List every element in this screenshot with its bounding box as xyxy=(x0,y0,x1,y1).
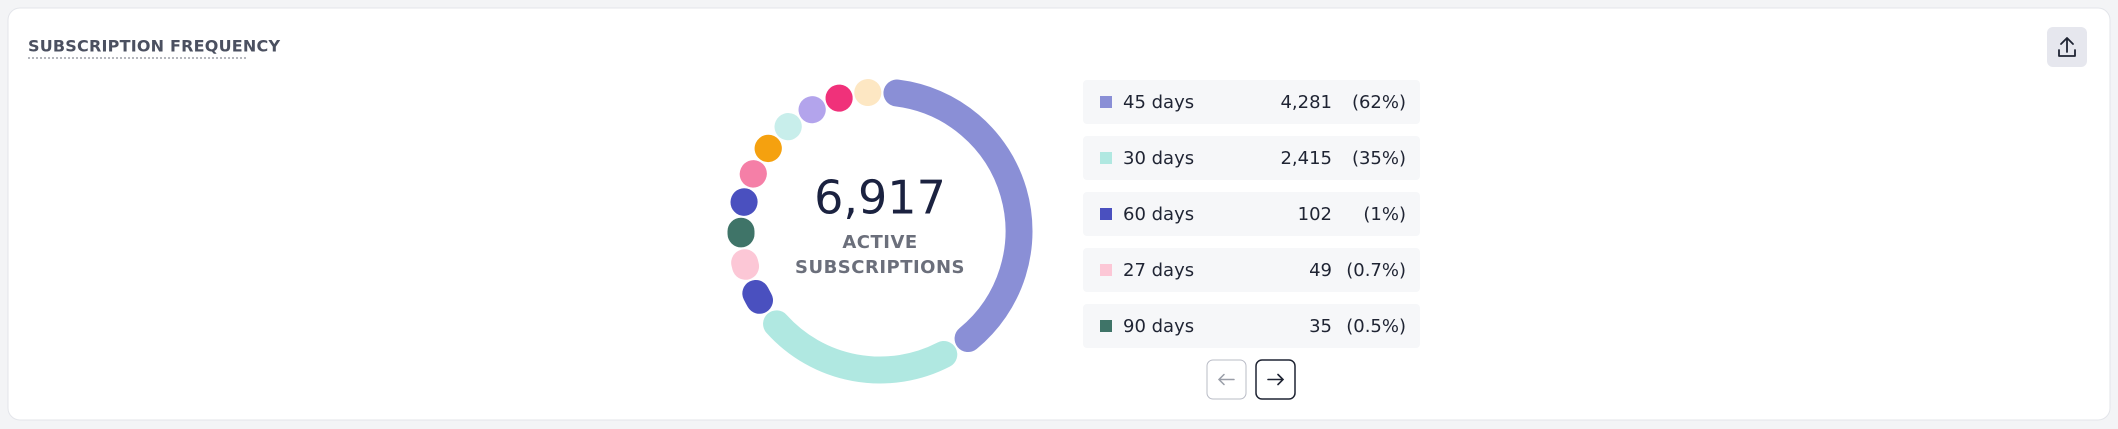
center-total: 6,917 xyxy=(814,171,946,225)
legend-row xyxy=(1083,192,1420,236)
legend-swatch xyxy=(1100,320,1112,332)
prev-icon[interactable] xyxy=(1217,373,1235,386)
legend-label: 60 days xyxy=(1123,204,1194,225)
center-label: ACTIVE xyxy=(842,232,917,253)
legend-row xyxy=(1083,80,1420,124)
legend-value: 49 xyxy=(1309,260,1332,281)
legend-swatch xyxy=(1100,208,1112,220)
donut-segment xyxy=(763,310,958,384)
legend-value: 2,415 xyxy=(1280,148,1332,169)
donut-segment xyxy=(731,249,760,280)
legend-row xyxy=(1083,248,1420,292)
legend-value: 35 xyxy=(1309,316,1332,337)
next-icon[interactable] xyxy=(1267,373,1285,386)
prev-button[interactable] xyxy=(1206,359,1247,400)
legend-percent: (0.7%) xyxy=(1346,260,1406,281)
widget-title: SUBSCRIPTION FREQUENCY xyxy=(28,37,280,56)
legend-value: 4,281 xyxy=(1280,92,1332,113)
export-button[interactable] xyxy=(2047,27,2087,67)
legend-percent: (62%) xyxy=(1352,92,1406,113)
card xyxy=(7,7,2111,421)
legend-label: 30 days xyxy=(1123,148,1194,169)
legend-row xyxy=(1083,304,1420,348)
legend-label: 90 days xyxy=(1123,316,1194,337)
legend-swatch xyxy=(1100,264,1112,276)
legend-percent: (1%) xyxy=(1363,204,1406,225)
next-button[interactable] xyxy=(1255,359,1296,400)
donut xyxy=(727,79,1033,384)
legend-label: 45 days xyxy=(1123,92,1194,113)
center-label: SUBSCRIPTIONS xyxy=(795,257,965,278)
legend: 45 days 4,281 (62%) 30 days 2,415 (35%) 60 day… xyxy=(1083,80,1420,348)
legend-swatch xyxy=(1100,152,1112,164)
donut-segment xyxy=(742,279,774,314)
export-icon[interactable] xyxy=(2058,37,2076,57)
legend-value: 102 xyxy=(1298,204,1332,225)
legend-percent: (0.5%) xyxy=(1346,316,1406,337)
donut-segment xyxy=(883,79,1033,353)
legend-percent: (35%) xyxy=(1352,148,1406,169)
legend-label: 27 days xyxy=(1123,260,1194,281)
legend-row xyxy=(1083,136,1420,180)
legend-swatch xyxy=(1100,96,1112,108)
